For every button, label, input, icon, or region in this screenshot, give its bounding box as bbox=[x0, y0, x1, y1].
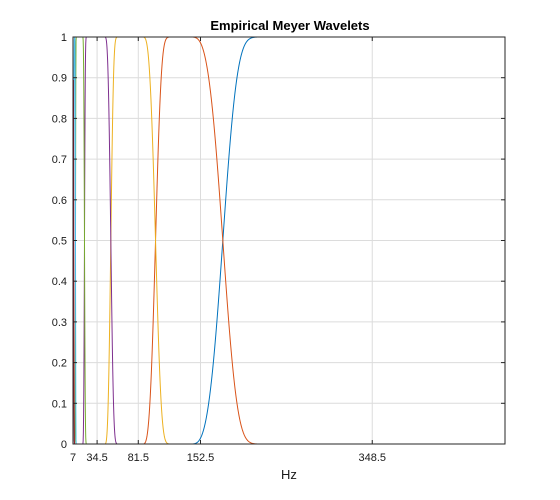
x-tick-label: 7 bbox=[70, 452, 76, 464]
x-tick-label: 152.5 bbox=[187, 452, 215, 464]
y-tick-label: 0.8 bbox=[52, 113, 67, 125]
x-tick-label: 81.5 bbox=[128, 452, 149, 464]
y-tick-label: 0.5 bbox=[52, 236, 67, 248]
x-axis-label: Hz bbox=[281, 467, 297, 482]
x-tick-label: 348.5 bbox=[358, 452, 386, 464]
y-tick-label: 0.2 bbox=[52, 358, 67, 370]
y-tick-label: 0.6 bbox=[52, 195, 67, 207]
y-tick-label: 0.4 bbox=[52, 276, 67, 288]
ticks: 0 0.1 0.2 0.3 0.4 0.5 0.6 0.7 0.8 0.9 1 7 34.5 81.5 15… bbox=[52, 32, 505, 464]
grid bbox=[72, 36, 505, 445]
y-tick-label: 0.1 bbox=[52, 398, 67, 410]
chart-title: Empirical Meyer Wavelets bbox=[210, 18, 369, 33]
y-tick-label: 0.7 bbox=[52, 154, 67, 166]
y-tick-label: 0.9 bbox=[52, 73, 67, 85]
y-tick-label: 0 bbox=[61, 439, 67, 451]
y-tick-label: 1 bbox=[61, 32, 67, 44]
x-tick-label: 34.5 bbox=[86, 452, 107, 464]
y-tick-label: 0.3 bbox=[52, 317, 67, 329]
